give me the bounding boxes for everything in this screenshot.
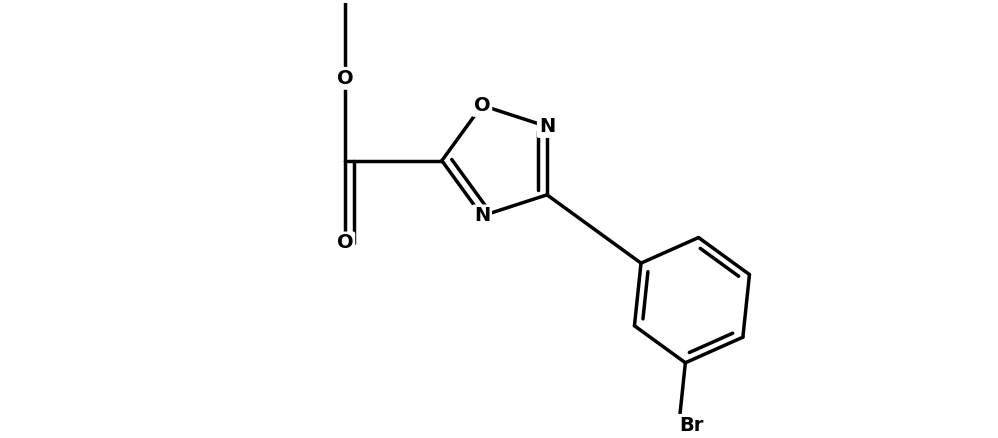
Text: N: N <box>474 206 490 226</box>
Text: O: O <box>336 69 353 88</box>
Text: O: O <box>336 233 353 252</box>
Text: O: O <box>474 96 490 115</box>
Text: Br: Br <box>679 416 704 435</box>
Text: N: N <box>539 117 555 136</box>
